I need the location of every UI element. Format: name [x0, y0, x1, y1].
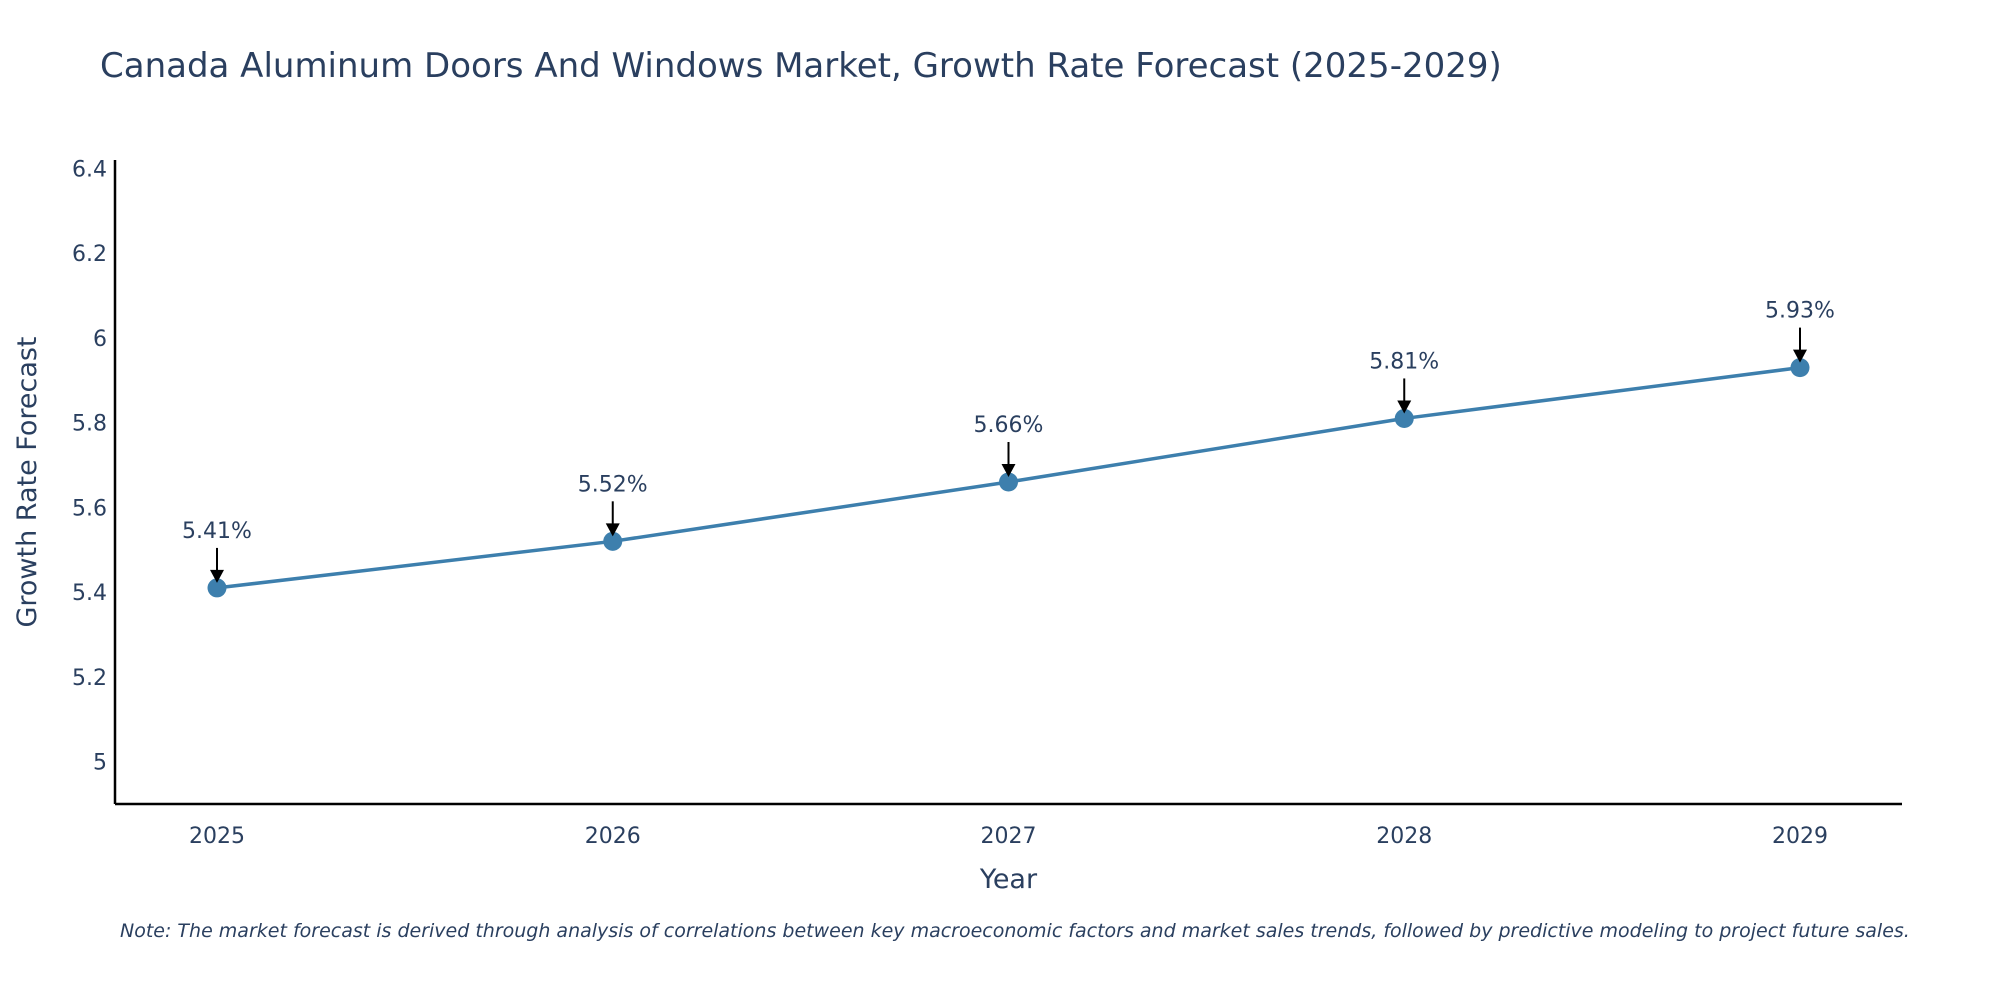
y-tick-label: 5 [93, 751, 107, 776]
data-point [999, 472, 1018, 492]
series-markers [207, 358, 1810, 598]
y-tick-label: 6.4 [72, 157, 107, 182]
data-label: 5.66% [974, 413, 1044, 438]
data-annotations: 5.41% 5.52% 5.66% 5.81% 5.93% [182, 299, 1835, 583]
y-tick-label: 5.4 [72, 581, 107, 606]
annotation-arrowhead [1397, 400, 1412, 414]
x-tick-label: 2027 [981, 824, 1037, 849]
data-point [603, 531, 623, 551]
x-tick-label: 2026 [585, 824, 641, 849]
y-axis-ticks: 5 5.2 5.4 5.6 5.8 6 6.2 6.4 [72, 157, 107, 775]
y-tick-label: 5.8 [72, 412, 107, 437]
x-tick-label: 2029 [1772, 824, 1828, 849]
y-tick-label: 5.6 [72, 496, 107, 521]
data-label: 5.93% [1765, 299, 1835, 324]
x-axis-ticks: 2025 2026 2027 2028 2029 [189, 824, 1828, 849]
chart-note: Note: The market forecast is derived thr… [120, 920, 1910, 942]
chart-title: Canada Aluminum Doors And Windows Market… [100, 46, 1502, 86]
data-point [1394, 408, 1414, 428]
data-label: 5.81% [1369, 349, 1439, 374]
y-tick-label: 6.2 [72, 242, 107, 267]
annotation-arrowhead [1793, 349, 1807, 363]
data-point [1790, 358, 1810, 378]
data-label: 5.41% [182, 519, 252, 544]
annotation-arrowhead [605, 523, 620, 537]
data-label: 5.52% [578, 472, 648, 497]
annotation-arrowhead [1001, 464, 1016, 477]
y-tick-label: 5.2 [72, 666, 107, 691]
x-axis-title: Year [979, 864, 1038, 895]
x-tick-label: 2025 [189, 824, 245, 849]
annotation-arrowhead [210, 569, 224, 583]
data-point [207, 578, 227, 598]
x-tick-label: 2028 [1376, 824, 1432, 849]
y-tick-label: 6 [93, 327, 107, 352]
y-axis-title: Growth Rate Forecast [12, 336, 43, 627]
